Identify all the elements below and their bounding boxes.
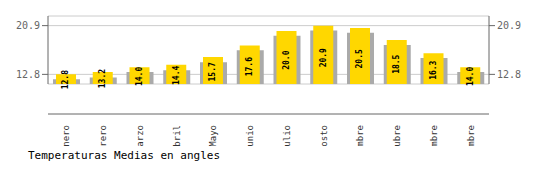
svg-text:20.5: 20.5 bbox=[356, 49, 365, 68]
svg-text:Octubre: Octubre bbox=[392, 125, 402, 146]
svg-text:20.9: 20.9 bbox=[319, 48, 328, 67]
svg-text:14.0: 14.0 bbox=[466, 67, 475, 86]
svg-text:15.7: 15.7 bbox=[209, 62, 218, 81]
svg-text:20.9: 20.9 bbox=[497, 20, 521, 31]
svg-text:Abril: Abril bbox=[172, 125, 182, 146]
svg-text:Diciembre: Diciembre bbox=[466, 125, 476, 146]
svg-text:14.4: 14.4 bbox=[172, 66, 181, 85]
svg-text:Noviembre: Noviembre bbox=[429, 125, 439, 146]
svg-text:18.5: 18.5 bbox=[392, 54, 401, 73]
svg-text:Marzo: Marzo bbox=[135, 125, 145, 146]
svg-text:13.2: 13.2 bbox=[98, 69, 107, 88]
svg-text:12.8: 12.8 bbox=[16, 69, 40, 80]
svg-text:Julio: Julio bbox=[282, 125, 292, 146]
svg-text:Junio: Junio bbox=[245, 125, 255, 146]
svg-text:17.6: 17.6 bbox=[245, 57, 254, 76]
html-text:Temperaturas Medias en angles: Temperaturas Medias en angles bbox=[28, 149, 221, 162]
svg-text:12.8: 12.8 bbox=[497, 69, 521, 80]
svg-text:Septiembre: Septiembre bbox=[355, 125, 365, 146]
svg-text:16.3: 16.3 bbox=[429, 60, 438, 79]
svg-text:20.9: 20.9 bbox=[16, 20, 40, 31]
svg-text:Agosto: Agosto bbox=[319, 125, 329, 146]
svg-text:Enero: Enero bbox=[61, 125, 71, 146]
svg-text:Febrero: Febrero bbox=[98, 125, 108, 146]
svg-text:20.0: 20.0 bbox=[282, 50, 291, 69]
svg-text:Mayo: Mayo bbox=[208, 125, 218, 146]
svg-text:14.0: 14.0 bbox=[135, 67, 144, 86]
svg-text:12.8: 12.8 bbox=[62, 70, 71, 89]
